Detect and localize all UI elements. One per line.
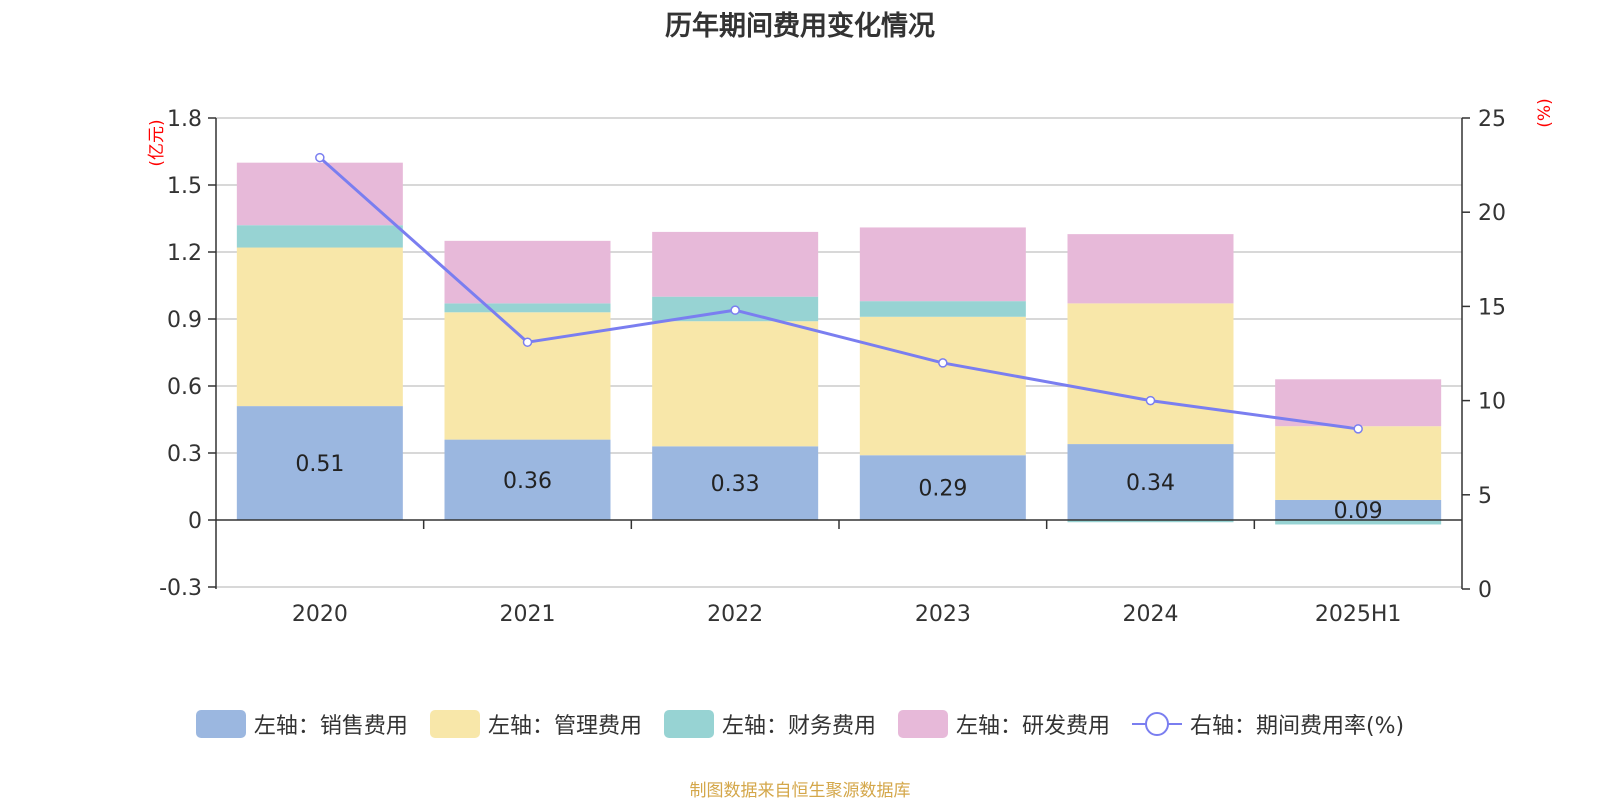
legend-item-finance[interactable]: 左轴：财务费用: [663, 708, 876, 740]
bar-rd-2022: [652, 231, 819, 297]
legend-item-rate[interactable]: 右轴：期间费用率(%): [1131, 708, 1405, 740]
bar-sales-2022: [652, 446, 819, 520]
rate-point: [730, 305, 740, 315]
category-label: 2020: [292, 602, 348, 627]
rate-line: [318, 156, 1359, 431]
legend-label: 右轴：期间费用率(%): [1189, 714, 1405, 739]
left-tick-label: 0.6: [167, 375, 202, 400]
bar-finance-2025H1: [1275, 520, 1442, 525]
data-label-sales: 0.51: [295, 452, 344, 477]
bar-sales-2023: [859, 455, 1026, 520]
left-tick-label: 0.3: [167, 442, 202, 467]
rate-point: [315, 152, 325, 163]
left-tick-label: 0: [188, 509, 202, 534]
left-tick-label: 1.2: [167, 241, 202, 266]
bar-admin-2025H1: [1275, 426, 1442, 500]
left-axis-unit: (亿元): [147, 119, 167, 166]
bar-rd-2024: [1067, 234, 1234, 304]
legend-item-rd[interactable]: 左轴：研发费用: [897, 708, 1110, 740]
chart-title: 历年期间费用变化情况: [665, 11, 935, 42]
bar-admin-2020: [236, 247, 403, 407]
chart-legend: 左轴：销售费用 左轴：管理费用 左轴：财务费用 左轴：研发费用 右轴：期间费用率(%): [0, 706, 1600, 742]
legend-item-sales[interactable]: 左轴：销售费用: [195, 708, 408, 740]
right-axis-unit: (%): [1535, 98, 1555, 127]
bar-rd-2021: [444, 240, 611, 304]
legend-label: 左轴：研发费用: [955, 714, 1110, 739]
right-tick-label: 15: [1478, 295, 1506, 320]
bar-admin-2021: [444, 312, 611, 440]
legend-swatch: [195, 710, 246, 738]
right-tick-label: 5: [1478, 484, 1492, 509]
category-label: 2025H1: [1315, 602, 1402, 627]
left-tick-label: 1.5: [167, 174, 202, 199]
rate-point: [938, 358, 948, 368]
left-tick-label: 1.8: [167, 107, 202, 132]
left-tick-label: -0.3: [159, 576, 202, 601]
bar-finance-2024: [1067, 520, 1234, 523]
category-label: 2022: [707, 602, 763, 627]
bar-finance-2021: [444, 303, 611, 313]
bar-finance-2020: [236, 225, 403, 248]
legend-swatch: [897, 710, 948, 738]
bar-finance-2023: [859, 301, 1026, 317]
data-label-sales: 0.29: [918, 477, 967, 502]
right-tick-label: 25: [1478, 107, 1506, 132]
right-tick-label: 0: [1478, 578, 1492, 603]
category-label: 2021: [500, 602, 556, 627]
bar-admin-2023: [859, 316, 1026, 456]
data-label-sales: 0.36: [503, 469, 552, 494]
bar-sales-2024: [1067, 444, 1234, 520]
data-label-sales: 0.33: [711, 472, 760, 497]
bar-rd-2023: [859, 227, 1026, 302]
legend-swatch: [663, 710, 714, 738]
bar-sales-2025H1: [1275, 499, 1442, 520]
bar-admin-2024: [1067, 303, 1234, 445]
bar-admin-2022: [652, 321, 819, 447]
data-label-sales: 0.34: [1126, 471, 1175, 496]
legend-label: 左轴：管理费用: [487, 714, 642, 739]
category-label: 2023: [915, 602, 971, 627]
left-tick-label: 0.9: [167, 308, 202, 333]
bar-rd-2025H1: [1275, 379, 1442, 427]
legend-item-admin[interactable]: 左轴：管理费用: [429, 708, 642, 740]
right-tick-label: 10: [1478, 390, 1506, 415]
data-source-note: 制图数据来自恒生聚源数据库: [689, 781, 911, 801]
bar-sales-2020: [236, 406, 403, 520]
rate-point: [1353, 424, 1363, 434]
right-tick-label: 20: [1478, 201, 1506, 226]
rate-point: [522, 337, 533, 347]
category-label: 2024: [1123, 602, 1179, 627]
legend-label: 左轴：销售费用: [253, 714, 408, 739]
rate-point: [1145, 395, 1156, 406]
bar-rd-2020: [236, 162, 403, 226]
chart-plot: -0.3 0 0.3 0.6 0.9 1.2 1.5 1.8 0 5 10 15 20 25 (亿元) (%)…: [147, 98, 1555, 627]
legend-swatch: [429, 710, 480, 738]
legend-line-symbol: [1131, 710, 1182, 738]
data-label-sales: 0.09: [1334, 499, 1383, 524]
bar-sales-2021: [444, 439, 611, 520]
legend-label: 左轴：财务费用: [721, 714, 876, 739]
